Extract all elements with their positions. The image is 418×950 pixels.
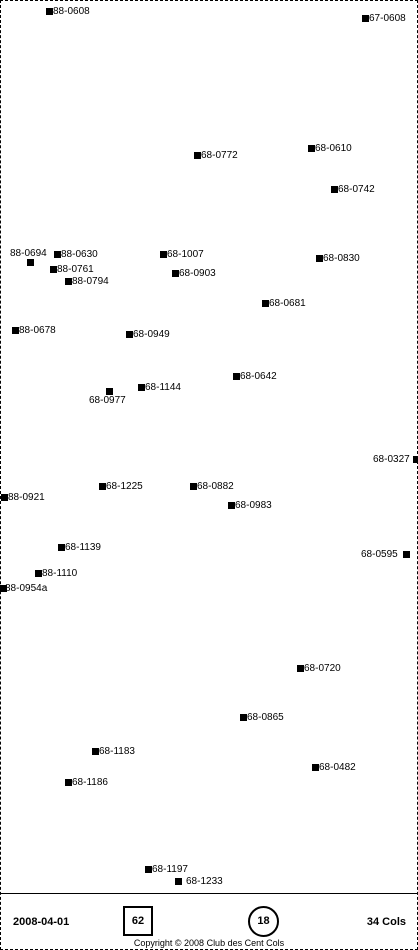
point-label: 88-0954a — [5, 583, 48, 594]
point-label: 68-1139 — [65, 542, 101, 553]
point-marker — [194, 152, 201, 159]
point-label: 68-0610 — [315, 143, 352, 154]
point-marker — [312, 764, 319, 771]
point-marker — [65, 278, 72, 285]
point-label: 68-0642 — [240, 371, 277, 382]
point-label: 68-1233 — [186, 876, 223, 887]
point-label: 88-0608 — [53, 6, 90, 17]
point-label: 88-0761 — [57, 264, 94, 275]
point-marker — [233, 373, 240, 380]
point-label: 68-0949 — [133, 329, 170, 340]
date-label: 2008-04-01 — [13, 916, 70, 928]
point-label: 88-0678 — [19, 325, 56, 336]
point-marker — [175, 878, 182, 885]
point-marker — [403, 551, 410, 558]
point-label: 68-1225 — [106, 481, 143, 492]
point-marker — [99, 483, 106, 490]
point-marker — [362, 15, 369, 22]
map-area: 88-0608 67-0608 68-0772 68-0610 68-0742 … — [0, 6, 418, 887]
point-marker — [172, 270, 179, 277]
point-label: 68-0983 — [235, 500, 272, 511]
point-label: 68-1144 — [145, 382, 181, 393]
point-marker — [240, 714, 247, 721]
point-label: 88-0630 — [61, 249, 98, 260]
point-marker — [35, 570, 42, 577]
point-marker — [145, 866, 152, 873]
point-label: 88-0694 — [10, 248, 47, 259]
point-marker — [262, 300, 269, 307]
footer-divider — [0, 893, 418, 894]
point-marker — [106, 388, 113, 395]
cols-count-label: 34 Cols — [366, 916, 406, 928]
point-label: 68-0903 — [179, 268, 216, 279]
point-marker — [12, 327, 19, 334]
point-label: 68-0882 — [197, 481, 234, 492]
point-label: 88-0794 — [72, 276, 109, 287]
point-marker — [46, 8, 53, 15]
point-label: 68-1186 — [72, 777, 108, 788]
point-label: 68-0720 — [304, 663, 341, 674]
point-marker — [190, 483, 197, 490]
point-label: 68-0595 — [361, 549, 398, 560]
point-label: 68-0681 — [269, 298, 306, 309]
point-marker — [1, 494, 8, 501]
point-label: 68-0865 — [247, 712, 284, 723]
point-marker — [228, 502, 235, 509]
point-label: 67-0608 — [369, 13, 406, 24]
circle-count-badge: 18 — [248, 906, 279, 937]
point-marker — [138, 384, 145, 391]
point-label: 88-0921 — [8, 492, 45, 503]
point-label: 68-1007 — [167, 249, 204, 260]
point-label: 68-0327 — [373, 454, 410, 465]
point-marker — [27, 259, 34, 266]
point-label: 68-0742 — [338, 184, 375, 195]
point-marker — [50, 266, 57, 273]
point-marker — [58, 544, 65, 551]
copyright-text: Copyright © 2008 Club des Cent Cols — [133, 938, 285, 948]
point-marker — [297, 665, 304, 672]
point-marker — [0, 585, 7, 592]
point-marker — [308, 145, 315, 152]
point-marker — [65, 779, 72, 786]
point-label: 68-0772 — [201, 150, 238, 161]
square-count-badge: 62 — [123, 906, 153, 936]
point-label: 68-0977 — [89, 395, 126, 406]
point-label: 88-1110 — [42, 568, 78, 579]
point-marker — [92, 748, 99, 755]
point-marker — [331, 186, 338, 193]
point-marker — [413, 456, 418, 463]
point-marker — [126, 331, 133, 338]
point-label: 68-0482 — [319, 762, 356, 773]
point-marker — [54, 251, 61, 258]
point-label: 68-0830 — [323, 253, 360, 264]
point-label: 68-1197 — [152, 864, 188, 875]
point-marker — [160, 251, 167, 258]
point-label: 68-1183 — [99, 746, 135, 757]
point-marker — [316, 255, 323, 262]
